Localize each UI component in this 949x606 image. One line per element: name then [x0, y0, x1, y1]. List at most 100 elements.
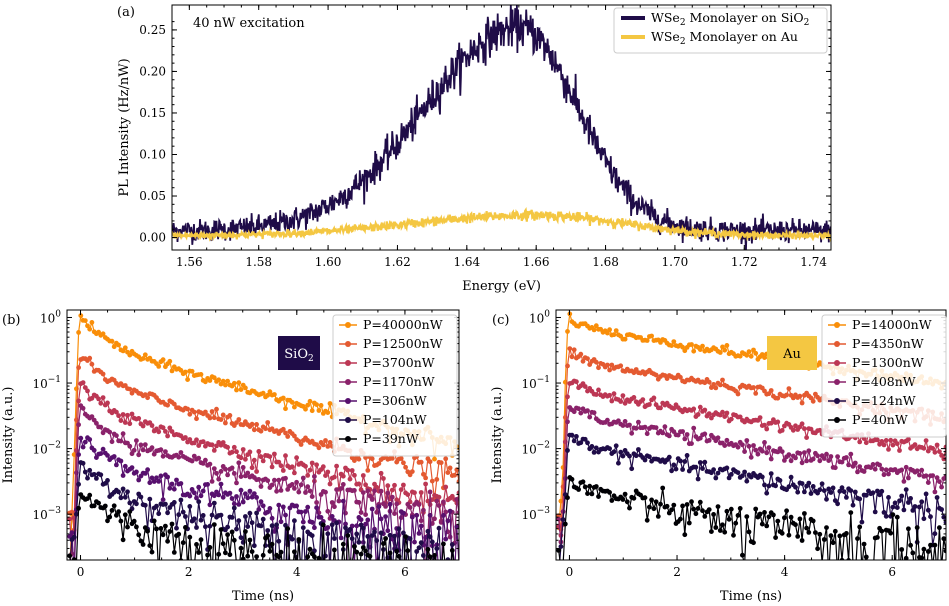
- data-point: [622, 400, 628, 406]
- data-point: [429, 539, 435, 545]
- data-point: [127, 352, 133, 358]
- data-point: [389, 487, 395, 493]
- data-point: [363, 572, 368, 577]
- data-point: [289, 536, 295, 542]
- data-point: [169, 429, 175, 434]
- data-point: [713, 385, 719, 391]
- data-point: [691, 406, 697, 412]
- data-point: [334, 572, 339, 577]
- data-point: [742, 469, 747, 475]
- data-point: [225, 472, 231, 478]
- data-point: [323, 438, 328, 443]
- data-point: [82, 318, 88, 323]
- data-point: [383, 514, 388, 519]
- data-point: [611, 391, 617, 397]
- data-point: [879, 528, 885, 534]
- data-point: [436, 503, 442, 508]
- data-point: [410, 572, 415, 577]
- data-point: [256, 477, 262, 482]
- data-point: [292, 404, 297, 410]
- data-point: [71, 534, 77, 540]
- data-point: [642, 457, 648, 463]
- data-point: [303, 509, 308, 514]
- data-point: [131, 518, 137, 524]
- data-point: [236, 502, 242, 507]
- data-point: [421, 471, 426, 477]
- data-point: [401, 510, 406, 516]
- data-point: [87, 355, 93, 361]
- data-point: [857, 496, 863, 502]
- data-point: [857, 524, 863, 530]
- data-point: [562, 476, 568, 481]
- data-point: [345, 467, 351, 473]
- data-point: [928, 514, 933, 520]
- data-point: [89, 320, 95, 325]
- data-point: [102, 503, 108, 509]
- data-point: [325, 508, 331, 514]
- data-point: [107, 429, 113, 435]
- data-point: [432, 516, 437, 522]
- data-point: [245, 495, 251, 501]
- data-point: [596, 365, 601, 371]
- x-tick-label: 2: [185, 565, 193, 579]
- data-point: [360, 490, 366, 495]
- legend-label-a: WSe2 Monolayer on SiO2: [651, 10, 809, 28]
- data-point: [784, 508, 789, 514]
- data-point: [788, 458, 794, 464]
- data-point: [238, 487, 244, 493]
- data-point: [196, 484, 202, 490]
- data-point: [746, 349, 752, 354]
- data-point: [198, 372, 204, 377]
- data-point: [835, 454, 840, 459]
- data-point: [194, 495, 199, 501]
- data-point: [118, 418, 124, 423]
- data-point: [187, 504, 193, 509]
- data-point: [921, 445, 927, 451]
- data-point: [578, 440, 584, 446]
- data-point: [314, 505, 319, 511]
- data-point: [254, 510, 259, 516]
- data-point: [872, 466, 878, 472]
- data-point: [70, 572, 75, 577]
- data-point: [300, 525, 306, 531]
- data-point: [189, 487, 195, 492]
- data-point: [396, 526, 402, 532]
- data-point: [855, 469, 860, 475]
- data-point: [125, 412, 130, 418]
- data-point: [799, 460, 805, 466]
- data-point: [452, 566, 457, 571]
- data-point: [254, 422, 259, 427]
- data-point: [766, 514, 772, 520]
- data-point: [203, 457, 208, 463]
- data-point: [209, 409, 215, 414]
- data-point: [160, 532, 166, 538]
- data-point: [919, 499, 925, 505]
- data-point: [671, 406, 677, 411]
- data-point: [826, 458, 832, 463]
- data-point: [314, 564, 319, 569]
- data-point: [280, 426, 286, 432]
- data-point: [441, 513, 446, 518]
- data-point: [269, 482, 275, 488]
- data-point: [396, 554, 402, 559]
- data-point: [71, 557, 77, 560]
- data-point: [319, 572, 324, 577]
- data-point: [726, 475, 732, 481]
- legend-box: [332, 314, 458, 457]
- data-point: [203, 379, 208, 385]
- data-point: [441, 568, 446, 573]
- x-tick-label-a: 1.56: [176, 255, 203, 269]
- data-point: [832, 465, 838, 471]
- data-point: [844, 531, 849, 536]
- data-point: [231, 501, 237, 507]
- data-point: [105, 400, 110, 406]
- data-point: [176, 454, 182, 460]
- data-point: [285, 526, 291, 532]
- data-point: [883, 438, 889, 443]
- data-point: [806, 448, 812, 454]
- data-point: [943, 548, 946, 554]
- data-point: [802, 511, 807, 516]
- data-point: [272, 572, 277, 577]
- data-point: [69, 530, 75, 536]
- legend: P=40000nW P=12500nW P=3700nW P=1170nW P=306n…: [332, 314, 458, 457]
